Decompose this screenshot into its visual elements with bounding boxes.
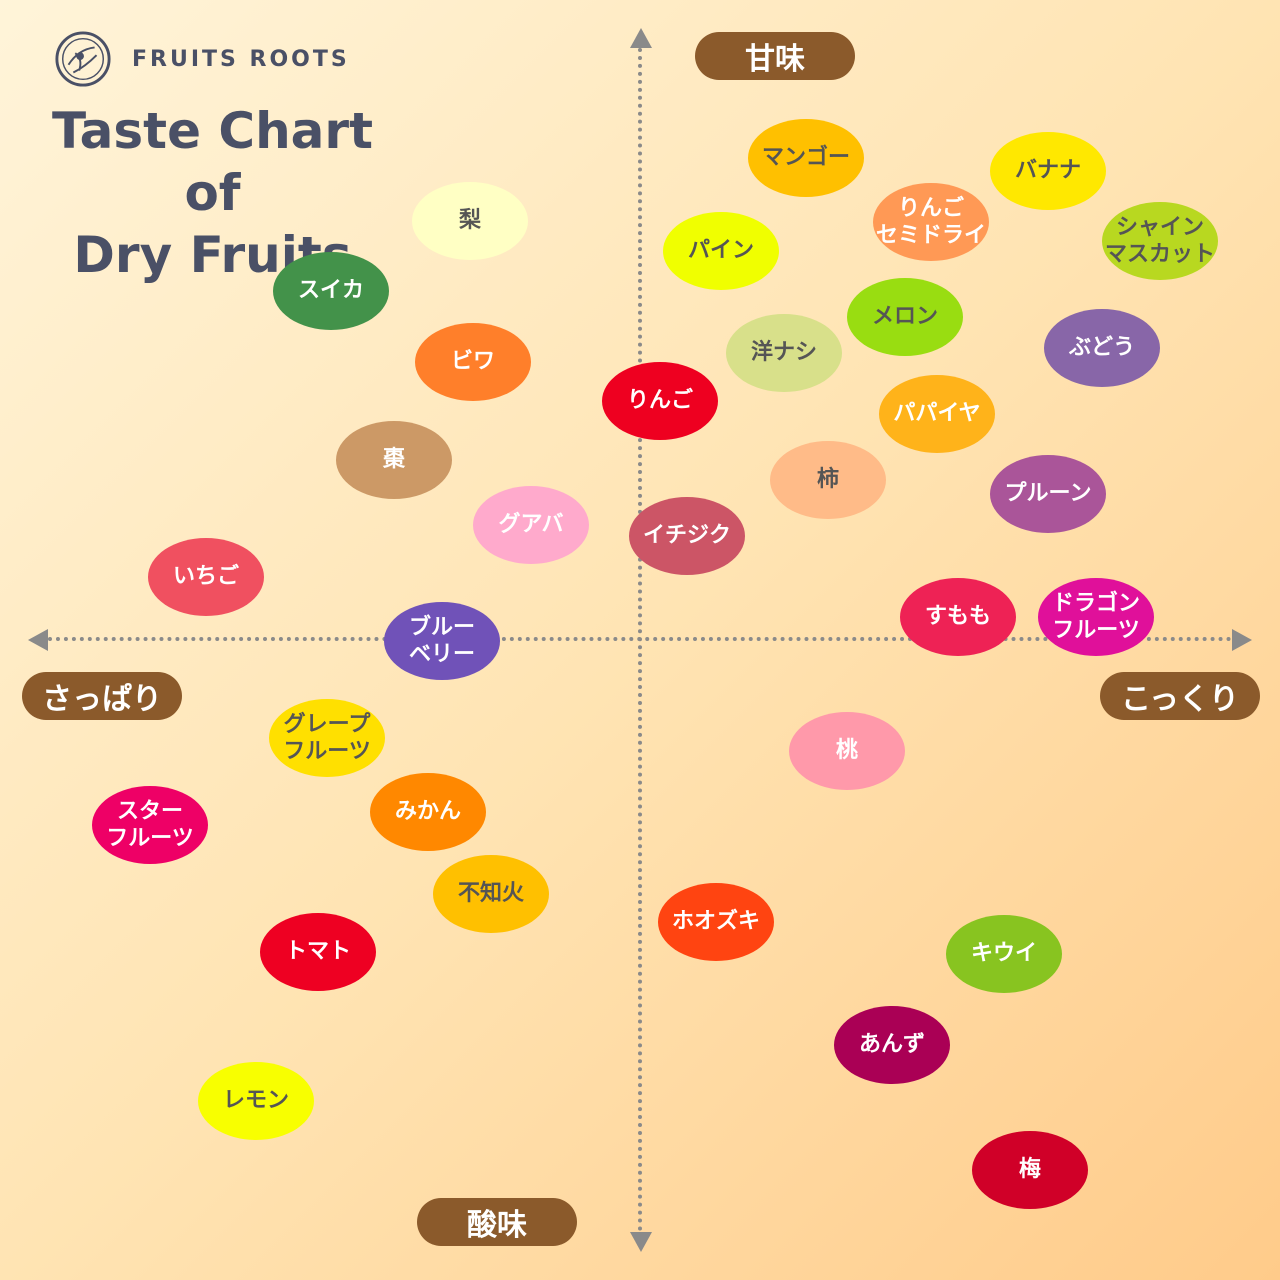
fruit-bubble: すもも <box>900 578 1016 656</box>
axis-label-sweet: 甘味 <box>695 32 855 80</box>
fruit-bubble: 柿 <box>770 441 886 519</box>
fruit-label: あんず <box>858 1032 925 1058</box>
fruit-bubble: 洋ナシ <box>726 314 842 392</box>
fruit-label: イチジク <box>642 523 731 549</box>
fruit-label: みかん <box>394 799 461 825</box>
fruit-bubble: スイカ <box>273 252 389 330</box>
fruit-label: スター フルーツ <box>106 798 194 852</box>
fruit-bubble: キウイ <box>946 915 1062 993</box>
axis-label-sour: 酸味 <box>417 1198 577 1246</box>
fruit-label: プルーン <box>1004 481 1092 507</box>
axis-label-rich: こっくり <box>1100 672 1260 720</box>
fruit-bubble: 梨 <box>412 182 528 260</box>
fruit-label: 桃 <box>835 738 858 764</box>
fruit-bubble: パイン <box>663 212 779 290</box>
fruit-bubble: シャイン マスカット <box>1102 202 1218 280</box>
brand-name: FRUITS ROOTS <box>132 46 350 72</box>
fruit-bubble: パパイヤ <box>879 375 995 453</box>
fruit-bubble: レモン <box>198 1062 314 1140</box>
fruit-bubble: 不知火 <box>433 855 549 933</box>
fruit-label: 柿 <box>816 467 839 493</box>
fruit-label: いちご <box>172 564 239 590</box>
fruit-label: パパイヤ <box>893 401 981 427</box>
fruit-bubble: プルーン <box>990 455 1106 533</box>
fruit-label: りんご セミドライ <box>875 195 986 249</box>
fruit-label: レモン <box>222 1088 289 1114</box>
fruit-bubble: イチジク <box>629 497 745 575</box>
fruit-label: ドラゴン フルーツ <box>1051 590 1140 644</box>
fruit-label: 梅 <box>1018 1157 1041 1183</box>
arrow-right-icon <box>1232 629 1252 651</box>
fruit-label: すもも <box>924 604 991 630</box>
fruit-bubble: みかん <box>370 773 486 851</box>
arrow-up-icon <box>630 28 652 48</box>
fruit-bubble: メロン <box>847 278 963 356</box>
fruit-bubble: グアバ <box>473 486 589 564</box>
fruit-bubble: グレープ フルーツ <box>269 699 385 777</box>
fruit-bubble: いちご <box>148 538 264 616</box>
fruit-label: 梨 <box>458 208 481 234</box>
fruit-bubble: バナナ <box>990 132 1106 210</box>
fruit-bubble: 梅 <box>972 1131 1088 1209</box>
fruit-label: トマト <box>284 939 351 965</box>
horizontal-axis <box>48 637 1232 641</box>
fruit-label: ホオズキ <box>671 909 760 935</box>
fruit-bubble: ブルー ベリー <box>384 602 500 680</box>
title-line-1: Taste Chart of <box>52 102 373 222</box>
fruit-label: バナナ <box>1014 158 1081 184</box>
fruit-bubble: ホオズキ <box>658 883 774 961</box>
axis-label-light: さっぱり <box>22 672 182 720</box>
fruit-bubble: ドラゴン フルーツ <box>1038 578 1154 656</box>
fruit-label: パイン <box>687 238 754 264</box>
arrow-left-icon <box>28 629 48 651</box>
fruit-label: グアバ <box>498 512 564 538</box>
fruit-bubble: ぶどう <box>1044 309 1160 387</box>
fruit-bubble: りんご セミドライ <box>873 183 989 261</box>
fruit-label: 棗 <box>382 447 405 473</box>
brand-logo: FRUITS ROOTS <box>54 30 350 88</box>
fruit-bubble: 桃 <box>789 712 905 790</box>
fruit-label: スイカ <box>297 278 364 304</box>
fruit-label: 洋ナシ <box>750 340 817 366</box>
fruit-label: 不知火 <box>457 881 524 907</box>
fruit-label: ビワ <box>450 349 495 375</box>
fruit-label: メロン <box>871 304 938 330</box>
fruit-bubble: マンゴー <box>748 119 864 197</box>
fruit-label: マンゴー <box>761 145 850 171</box>
fruit-bubble: あんず <box>834 1006 950 1084</box>
fruit-bubble: りんご <box>602 362 718 440</box>
arrow-down-icon <box>630 1232 652 1252</box>
fruit-label: シャイン マスカット <box>1104 214 1215 268</box>
fruit-bubble: トマト <box>260 913 376 991</box>
fruit-label: ブルー ベリー <box>408 614 475 668</box>
fruit-label: グレープ フルーツ <box>283 711 371 765</box>
fruit-bubble: 棗 <box>336 421 452 499</box>
fruit-label: りんご <box>626 388 693 414</box>
fruit-bubble: スター フルーツ <box>92 786 208 864</box>
fruit-label: ぶどう <box>1068 335 1135 361</box>
fruits-roots-logo-icon <box>55 31 111 87</box>
fruit-label: キウイ <box>970 941 1037 967</box>
fruit-bubble: ビワ <box>415 323 531 401</box>
